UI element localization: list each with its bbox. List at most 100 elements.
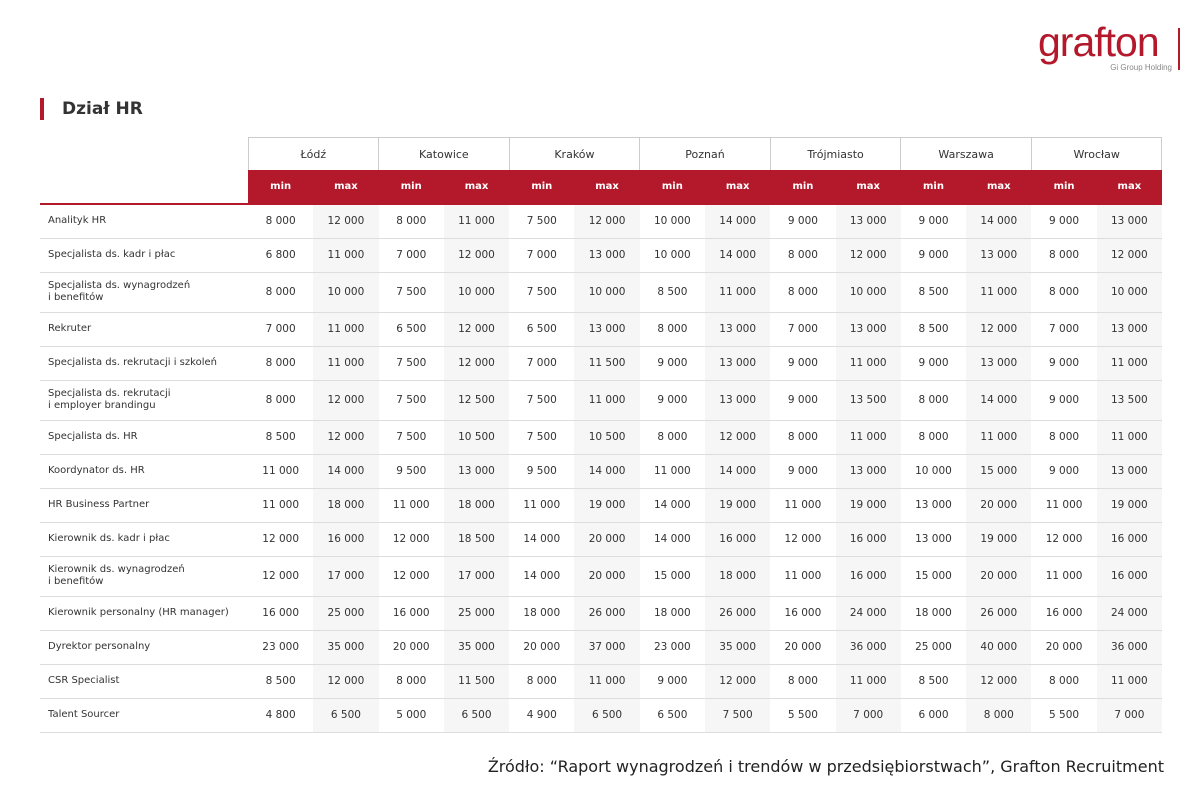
salary-cell: 16 000	[835, 556, 901, 597]
salary-cell: 5 500	[770, 698, 836, 733]
row-label: Specjalista ds. rekrutacji i szkoleń	[40, 346, 248, 381]
salary-cell: 10 500	[443, 420, 510, 455]
minmax-header: min	[509, 170, 575, 205]
salary-cell: 19 000	[705, 488, 771, 523]
salary-cell: 6 500	[509, 312, 575, 347]
salary-cell: 7 000	[248, 312, 314, 347]
salary-cell: 11 000	[313, 238, 379, 273]
salary-cell: 8 000	[639, 312, 705, 347]
salary-cell: 24 000	[1096, 596, 1162, 631]
salary-cell: 12 000	[443, 238, 510, 273]
salary-cell: 11 000	[1031, 488, 1097, 523]
salary-cell: 9 500	[509, 454, 575, 489]
salary-cell: 9 500	[378, 454, 444, 489]
salary-cell: 9 000	[1031, 204, 1097, 239]
minmax-header: max	[574, 170, 640, 205]
salary-cell: 12 500	[443, 380, 510, 421]
salary-cell: 11 000	[313, 346, 379, 381]
minmax-header: min	[639, 170, 705, 205]
salary-cell: 6 500	[574, 698, 640, 733]
salary-cell: 8 000	[639, 420, 705, 455]
city-header: Poznań	[639, 137, 771, 170]
minmax-header: max	[835, 170, 901, 205]
salary-cell: 17 000	[443, 556, 510, 597]
salary-cell: 8 000	[966, 698, 1032, 733]
salary-cell: 12 000	[313, 664, 379, 699]
salary-cell: 6 500	[639, 698, 705, 733]
salary-cell: 12 000	[770, 522, 836, 557]
salary-cell: 12 000	[1031, 522, 1097, 557]
salary-cell: 11 000	[1031, 556, 1097, 597]
salary-cell: 17 000	[313, 556, 379, 597]
salary-cell: 12 000	[443, 346, 510, 381]
salary-cell: 36 000	[1096, 630, 1162, 665]
data-row: Specjalista ds. wynagrodzeń i benefitów 8…	[40, 272, 1162, 313]
minmax-header: max	[443, 170, 510, 205]
salary-cell: 16 000	[770, 596, 836, 631]
minmax-header: max	[313, 170, 379, 205]
salary-cell: 16 000	[313, 522, 379, 557]
data-row: Kierownik ds. kadr i płac 12 000 16 000 12 …	[40, 522, 1162, 557]
salary-cell: 11 000	[443, 204, 510, 239]
salary-cell: 9 000	[639, 380, 705, 421]
salary-cell: 35 000	[313, 630, 379, 665]
salary-cell: 20 000	[966, 556, 1032, 597]
salary-cell: 18 500	[443, 522, 510, 557]
blank-cell	[40, 138, 248, 171]
logo-word: grafton	[1038, 19, 1160, 65]
salary-cell: 8 000	[770, 272, 836, 313]
salary-cell: 11 000	[574, 380, 640, 421]
row-label: Kierownik ds. wynagrodzeń i benefitów	[40, 556, 248, 597]
salary-cell: 8 000	[248, 380, 314, 421]
salary-cell: 20 000	[574, 556, 640, 597]
salary-cell: 13 000	[966, 238, 1032, 273]
salary-cell: 7 500	[509, 272, 575, 313]
salary-cell: 11 000	[574, 664, 640, 699]
salary-cell: 19 000	[966, 522, 1032, 557]
salary-cell: 11 000	[770, 488, 836, 523]
salary-cell: 11 000	[966, 420, 1032, 455]
salary-cell: 13 000	[574, 312, 640, 347]
salary-cell: 12 000	[443, 312, 510, 347]
salary-cell: 13 000	[835, 204, 901, 239]
salary-cell: 6 000	[900, 698, 967, 733]
salary-cell: 20 000	[574, 522, 640, 557]
salary-cell: 12 000	[966, 664, 1032, 699]
city-header: Trójmiasto	[769, 137, 902, 170]
salary-cell: 8 500	[639, 272, 705, 313]
salary-cell: 18 000	[705, 556, 771, 597]
salary-cell: 26 000	[966, 596, 1032, 631]
salary-cell: 6 500	[443, 698, 510, 733]
salary-cell: 13 000	[705, 380, 771, 421]
data-row: Specjalista ds. rekrutacji i employer br…	[40, 380, 1162, 421]
salary-cell: 35 000	[705, 630, 771, 665]
salary-cell: 9 000	[900, 346, 967, 381]
salary-cell: 7 500	[378, 380, 444, 421]
salary-cell: 16 000	[378, 596, 444, 631]
row-label: Dyrektor personalny	[40, 630, 248, 665]
city-header: Katowice	[378, 137, 510, 170]
salary-cell: 12 000	[313, 380, 379, 421]
salary-cell: 18 000	[443, 488, 510, 523]
salary-cell: 9 000	[900, 204, 967, 239]
logo-bar	[1178, 28, 1180, 70]
salary-cell: 8 500	[900, 664, 967, 699]
salary-cell: 19 000	[1096, 488, 1162, 523]
salary-cell: 8 000	[378, 664, 444, 699]
salary-cell: 15 000	[966, 454, 1032, 489]
salary-cell: 6 500	[378, 312, 444, 347]
salary-cell: 14 000	[705, 238, 771, 273]
salary-cell: 15 000	[900, 556, 967, 597]
salary-cell: 8 000	[1031, 420, 1097, 455]
salary-cell: 10 000	[639, 238, 705, 273]
salary-cell: 12 000	[705, 664, 771, 699]
salary-cell: 7 500	[378, 272, 444, 313]
salary-cell: 8 000	[1031, 664, 1097, 699]
salary-cell: 9 000	[1031, 454, 1097, 489]
data-row: Specjalista ds. kadr i płac 6 800 11 000 7 …	[40, 238, 1162, 273]
salary-cell: 13 000	[1096, 312, 1162, 347]
data-row: Rekruter 7 000 11 000 6 500 12 000 6 500 13 00…	[40, 312, 1162, 347]
salary-cell: 10 000	[443, 272, 510, 313]
salary-cell: 4 900	[509, 698, 575, 733]
salary-cell: 7 500	[509, 380, 575, 421]
